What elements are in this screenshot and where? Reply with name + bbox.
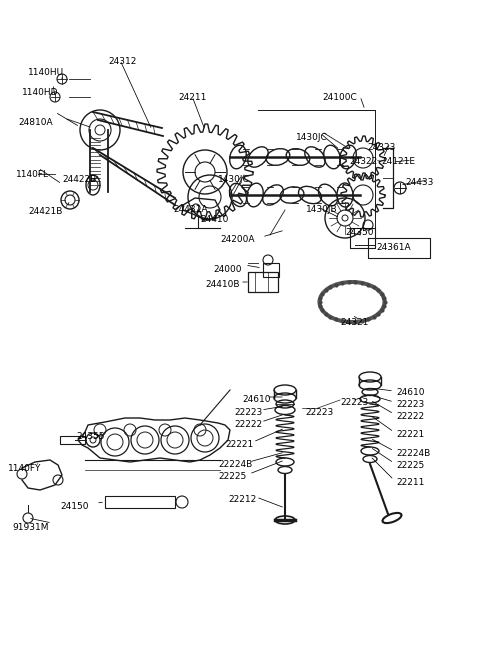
Text: 1140FY: 1140FY bbox=[8, 464, 41, 473]
Text: 22221: 22221 bbox=[225, 440, 253, 449]
Text: 24121E: 24121E bbox=[381, 157, 415, 166]
Text: 22225: 22225 bbox=[218, 472, 246, 481]
Text: 24321: 24321 bbox=[340, 318, 368, 327]
Text: 22223: 22223 bbox=[305, 408, 333, 417]
Text: 24810A: 24810A bbox=[18, 118, 53, 127]
Text: 22211: 22211 bbox=[396, 478, 424, 487]
Text: 24610: 24610 bbox=[396, 388, 424, 397]
Text: 24000: 24000 bbox=[213, 265, 241, 274]
Text: 22225: 22225 bbox=[396, 461, 424, 470]
Bar bbox=[60, 436, 85, 444]
Text: 24431A: 24431A bbox=[173, 205, 207, 214]
Text: 24410: 24410 bbox=[200, 215, 228, 224]
Text: 1430JC: 1430JC bbox=[296, 133, 328, 142]
Text: 1140HU: 1140HU bbox=[28, 68, 64, 77]
Text: 24421B: 24421B bbox=[28, 207, 62, 216]
Text: 24211: 24211 bbox=[178, 93, 206, 102]
Text: 1430JC: 1430JC bbox=[218, 175, 250, 184]
Text: 22221: 22221 bbox=[396, 430, 424, 439]
Bar bbox=[105, 496, 175, 508]
Text: 24322: 24322 bbox=[349, 157, 377, 166]
Text: 22223: 22223 bbox=[234, 408, 262, 417]
Text: 24422B: 24422B bbox=[62, 175, 96, 184]
Bar bbox=[248, 272, 278, 292]
Text: 24312: 24312 bbox=[108, 57, 136, 66]
Text: 24350: 24350 bbox=[345, 228, 373, 237]
Text: 22212: 22212 bbox=[228, 495, 256, 504]
Text: 24433: 24433 bbox=[405, 178, 433, 187]
Text: 24610: 24610 bbox=[242, 395, 271, 404]
Text: 1430JB: 1430JB bbox=[306, 205, 337, 214]
Text: 24150: 24150 bbox=[60, 502, 88, 511]
Text: 24323: 24323 bbox=[367, 143, 396, 152]
Text: 24361A: 24361A bbox=[376, 243, 410, 252]
Text: 1140HD: 1140HD bbox=[22, 88, 59, 97]
Text: 24410B: 24410B bbox=[205, 280, 240, 289]
Text: 24355: 24355 bbox=[76, 432, 105, 441]
Bar bbox=[263, 263, 279, 277]
Text: 24200A: 24200A bbox=[220, 235, 254, 244]
Text: 22224B: 22224B bbox=[396, 449, 430, 458]
Text: 91931M: 91931M bbox=[12, 523, 48, 532]
Text: 22222: 22222 bbox=[234, 420, 262, 429]
Text: 22223: 22223 bbox=[340, 398, 368, 407]
Text: 24100C: 24100C bbox=[322, 93, 357, 102]
Text: 22222: 22222 bbox=[396, 412, 424, 421]
Text: 1140FL: 1140FL bbox=[16, 170, 49, 179]
Text: 22224B: 22224B bbox=[218, 460, 252, 469]
Text: 22223: 22223 bbox=[396, 400, 424, 409]
